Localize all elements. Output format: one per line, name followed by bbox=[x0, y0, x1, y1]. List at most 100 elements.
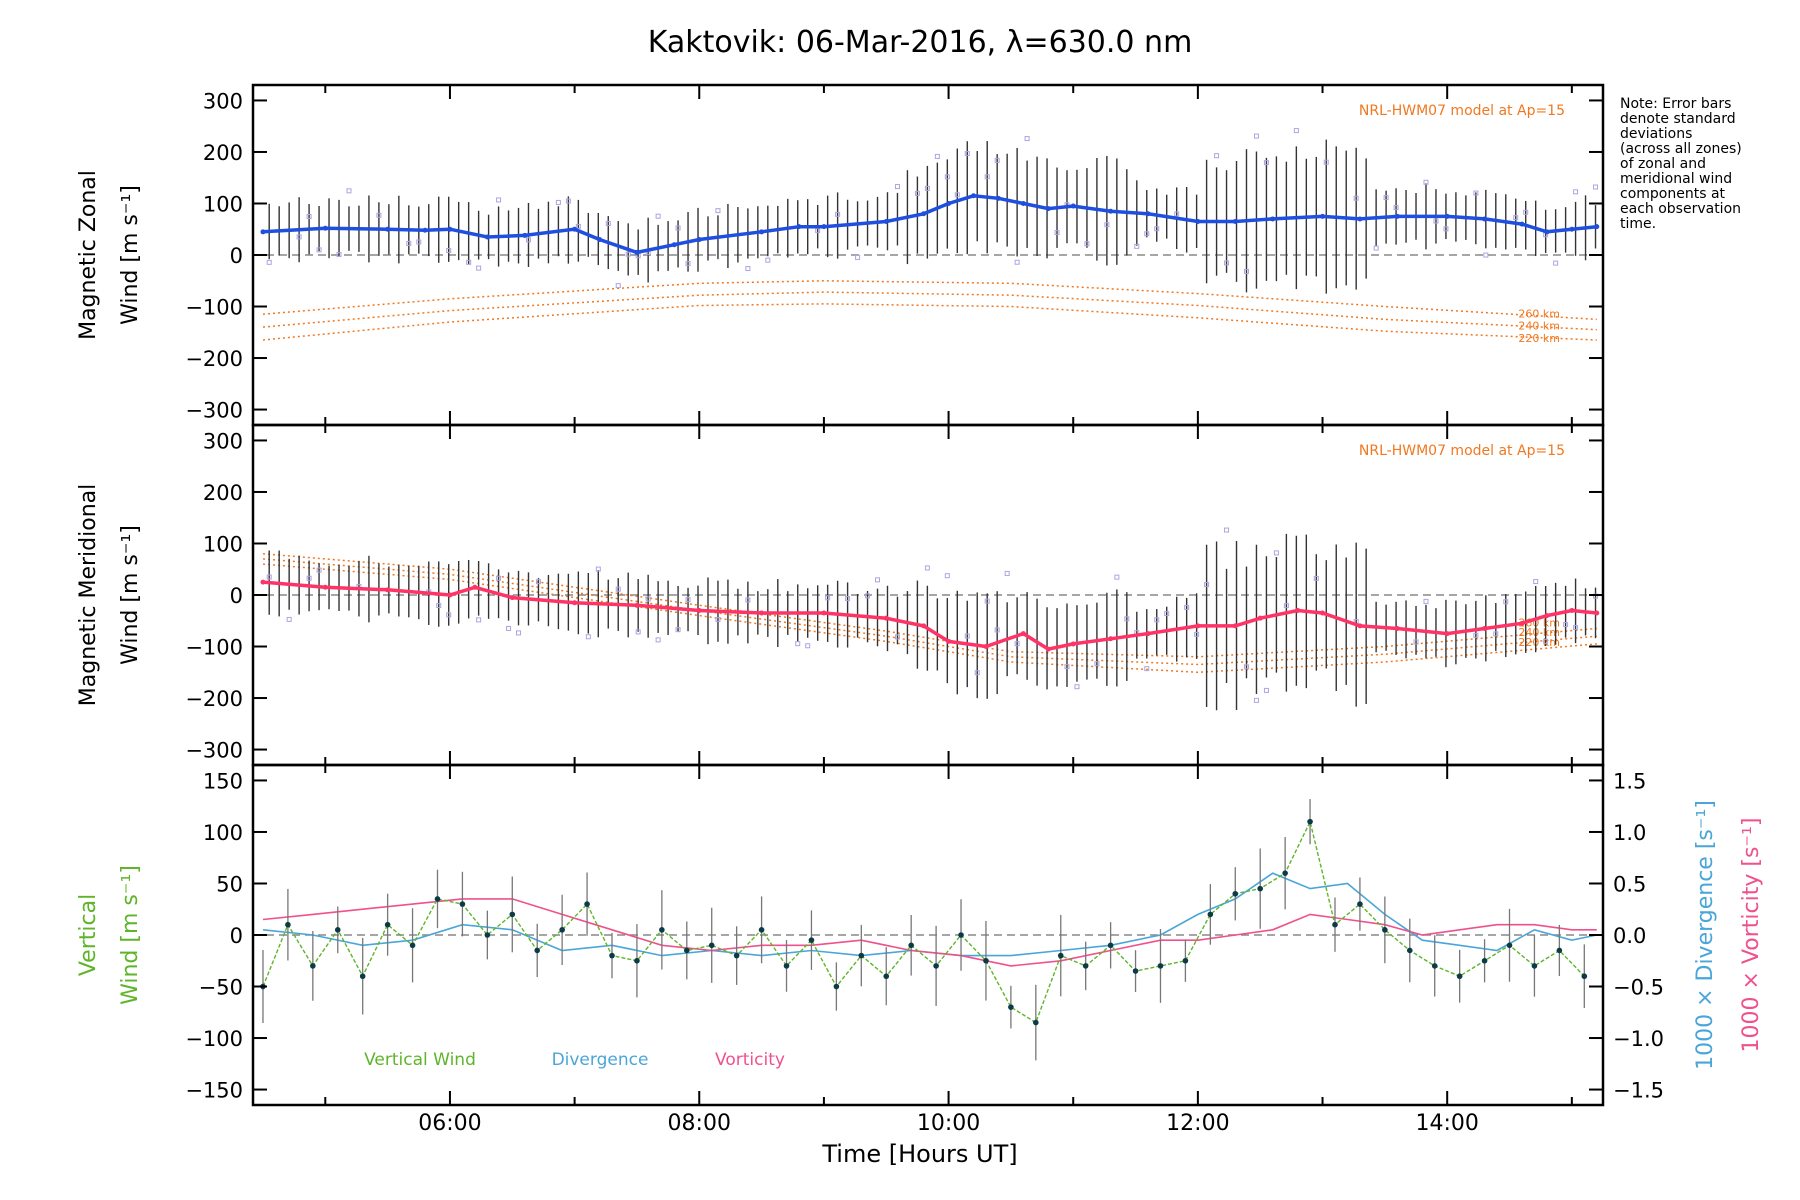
data-point bbox=[597, 237, 603, 243]
data-point bbox=[921, 623, 927, 629]
y-tick-label: −100 bbox=[185, 296, 243, 320]
outlier-point bbox=[1074, 684, 1080, 690]
outlier-point bbox=[496, 197, 502, 203]
outlier-point bbox=[1433, 218, 1439, 224]
outlier-point bbox=[994, 627, 1000, 633]
data-point bbox=[484, 234, 490, 240]
data-point bbox=[260, 579, 266, 585]
data-point bbox=[334, 927, 341, 933]
data-point bbox=[1506, 942, 1513, 949]
outlier-point bbox=[1513, 215, 1519, 221]
data-point bbox=[883, 615, 889, 621]
data-point bbox=[1195, 623, 1201, 629]
outlier-point bbox=[1353, 195, 1359, 201]
data-point bbox=[921, 211, 927, 217]
y-tick-label: 50 bbox=[216, 872, 243, 896]
outlier-point bbox=[1014, 641, 1020, 647]
data-point bbox=[422, 227, 428, 233]
data-point bbox=[509, 595, 515, 601]
data-point bbox=[1020, 631, 1026, 637]
y-axis-label-line1: Vertical bbox=[76, 894, 101, 976]
data-point bbox=[1531, 963, 1538, 969]
vorticity-line bbox=[262, 898, 1597, 967]
data-point bbox=[1232, 623, 1238, 629]
x-tick-label: 12:00 bbox=[1166, 1111, 1229, 1136]
model-curve bbox=[262, 291, 1597, 331]
outlier-point bbox=[1573, 189, 1579, 195]
legend-item: Divergence bbox=[552, 1050, 649, 1070]
outlier-point bbox=[436, 603, 442, 609]
outlier-point bbox=[535, 579, 541, 585]
data-point bbox=[1544, 613, 1550, 619]
data-point bbox=[634, 957, 640, 964]
y-tick-label: 200 bbox=[203, 141, 243, 165]
data-point bbox=[883, 973, 890, 980]
y2-tick-label: −1.5 bbox=[1613, 1079, 1664, 1103]
x-tick-label: 06:00 bbox=[418, 1111, 481, 1136]
y2-tick-label: −1.0 bbox=[1613, 1027, 1664, 1051]
outlier-point bbox=[346, 188, 352, 194]
data-point bbox=[1232, 219, 1238, 225]
outlier-point bbox=[516, 630, 522, 636]
outlier-point bbox=[1104, 222, 1110, 228]
data-point bbox=[758, 927, 765, 933]
outlier-point bbox=[496, 575, 502, 581]
data-point bbox=[1456, 973, 1463, 980]
data-point bbox=[1332, 921, 1338, 928]
outlier-point bbox=[1293, 128, 1299, 134]
outlier-point bbox=[1413, 639, 1419, 645]
data-point bbox=[1357, 623, 1363, 629]
data-point bbox=[696, 237, 702, 243]
data-point bbox=[1045, 206, 1051, 212]
model-altitude-label: 260 km bbox=[1518, 307, 1560, 320]
data-point bbox=[322, 225, 328, 231]
outlier-point bbox=[1253, 133, 1259, 139]
outlier-point bbox=[1154, 226, 1160, 232]
data-point bbox=[1132, 968, 1139, 974]
model-altitude-label: 220 km bbox=[1518, 636, 1560, 649]
outlier-point bbox=[506, 625, 512, 631]
data-point bbox=[1107, 942, 1114, 949]
data-point bbox=[1182, 957, 1189, 964]
data-point bbox=[833, 983, 840, 990]
data-point bbox=[1307, 818, 1313, 825]
outlier-point bbox=[1493, 631, 1499, 637]
outlier-point bbox=[1523, 209, 1529, 215]
data-point bbox=[1394, 213, 1400, 219]
outlier-point bbox=[1174, 211, 1180, 217]
data-point bbox=[808, 937, 815, 943]
outlier-point bbox=[655, 637, 661, 643]
y-tick-label: 0 bbox=[230, 244, 243, 268]
data-point bbox=[821, 610, 827, 616]
outlier-point bbox=[685, 261, 691, 267]
outlier-point bbox=[1243, 268, 1249, 274]
outlier-point bbox=[1224, 260, 1230, 266]
outlier-point bbox=[1393, 205, 1399, 211]
outlier-point bbox=[585, 634, 591, 640]
note-line: meridional wind bbox=[1620, 171, 1732, 187]
data-point bbox=[285, 921, 291, 928]
data-point bbox=[1257, 615, 1263, 621]
data-point bbox=[1382, 927, 1388, 933]
outlier-point bbox=[875, 577, 881, 583]
outlier-point bbox=[316, 247, 322, 253]
outlier-point bbox=[924, 565, 930, 571]
outlier-point bbox=[1184, 604, 1190, 610]
data-point bbox=[434, 896, 441, 902]
data-point bbox=[260, 229, 266, 235]
outlier-point bbox=[1573, 625, 1579, 631]
data-point bbox=[1295, 607, 1301, 613]
data-point bbox=[459, 901, 466, 907]
outlier-point bbox=[1224, 527, 1230, 533]
outlier-point bbox=[1243, 664, 1249, 670]
outlier-point bbox=[1483, 252, 1489, 258]
outlier-point bbox=[994, 157, 1000, 163]
data-point bbox=[1045, 646, 1051, 652]
outlier-point bbox=[525, 237, 531, 243]
y-tick-label: 200 bbox=[203, 481, 243, 505]
outlier-point bbox=[934, 153, 940, 159]
outlier-point bbox=[1503, 599, 1509, 605]
note-line: (across all zones) bbox=[1620, 141, 1742, 157]
note-line: components at bbox=[1620, 186, 1726, 202]
